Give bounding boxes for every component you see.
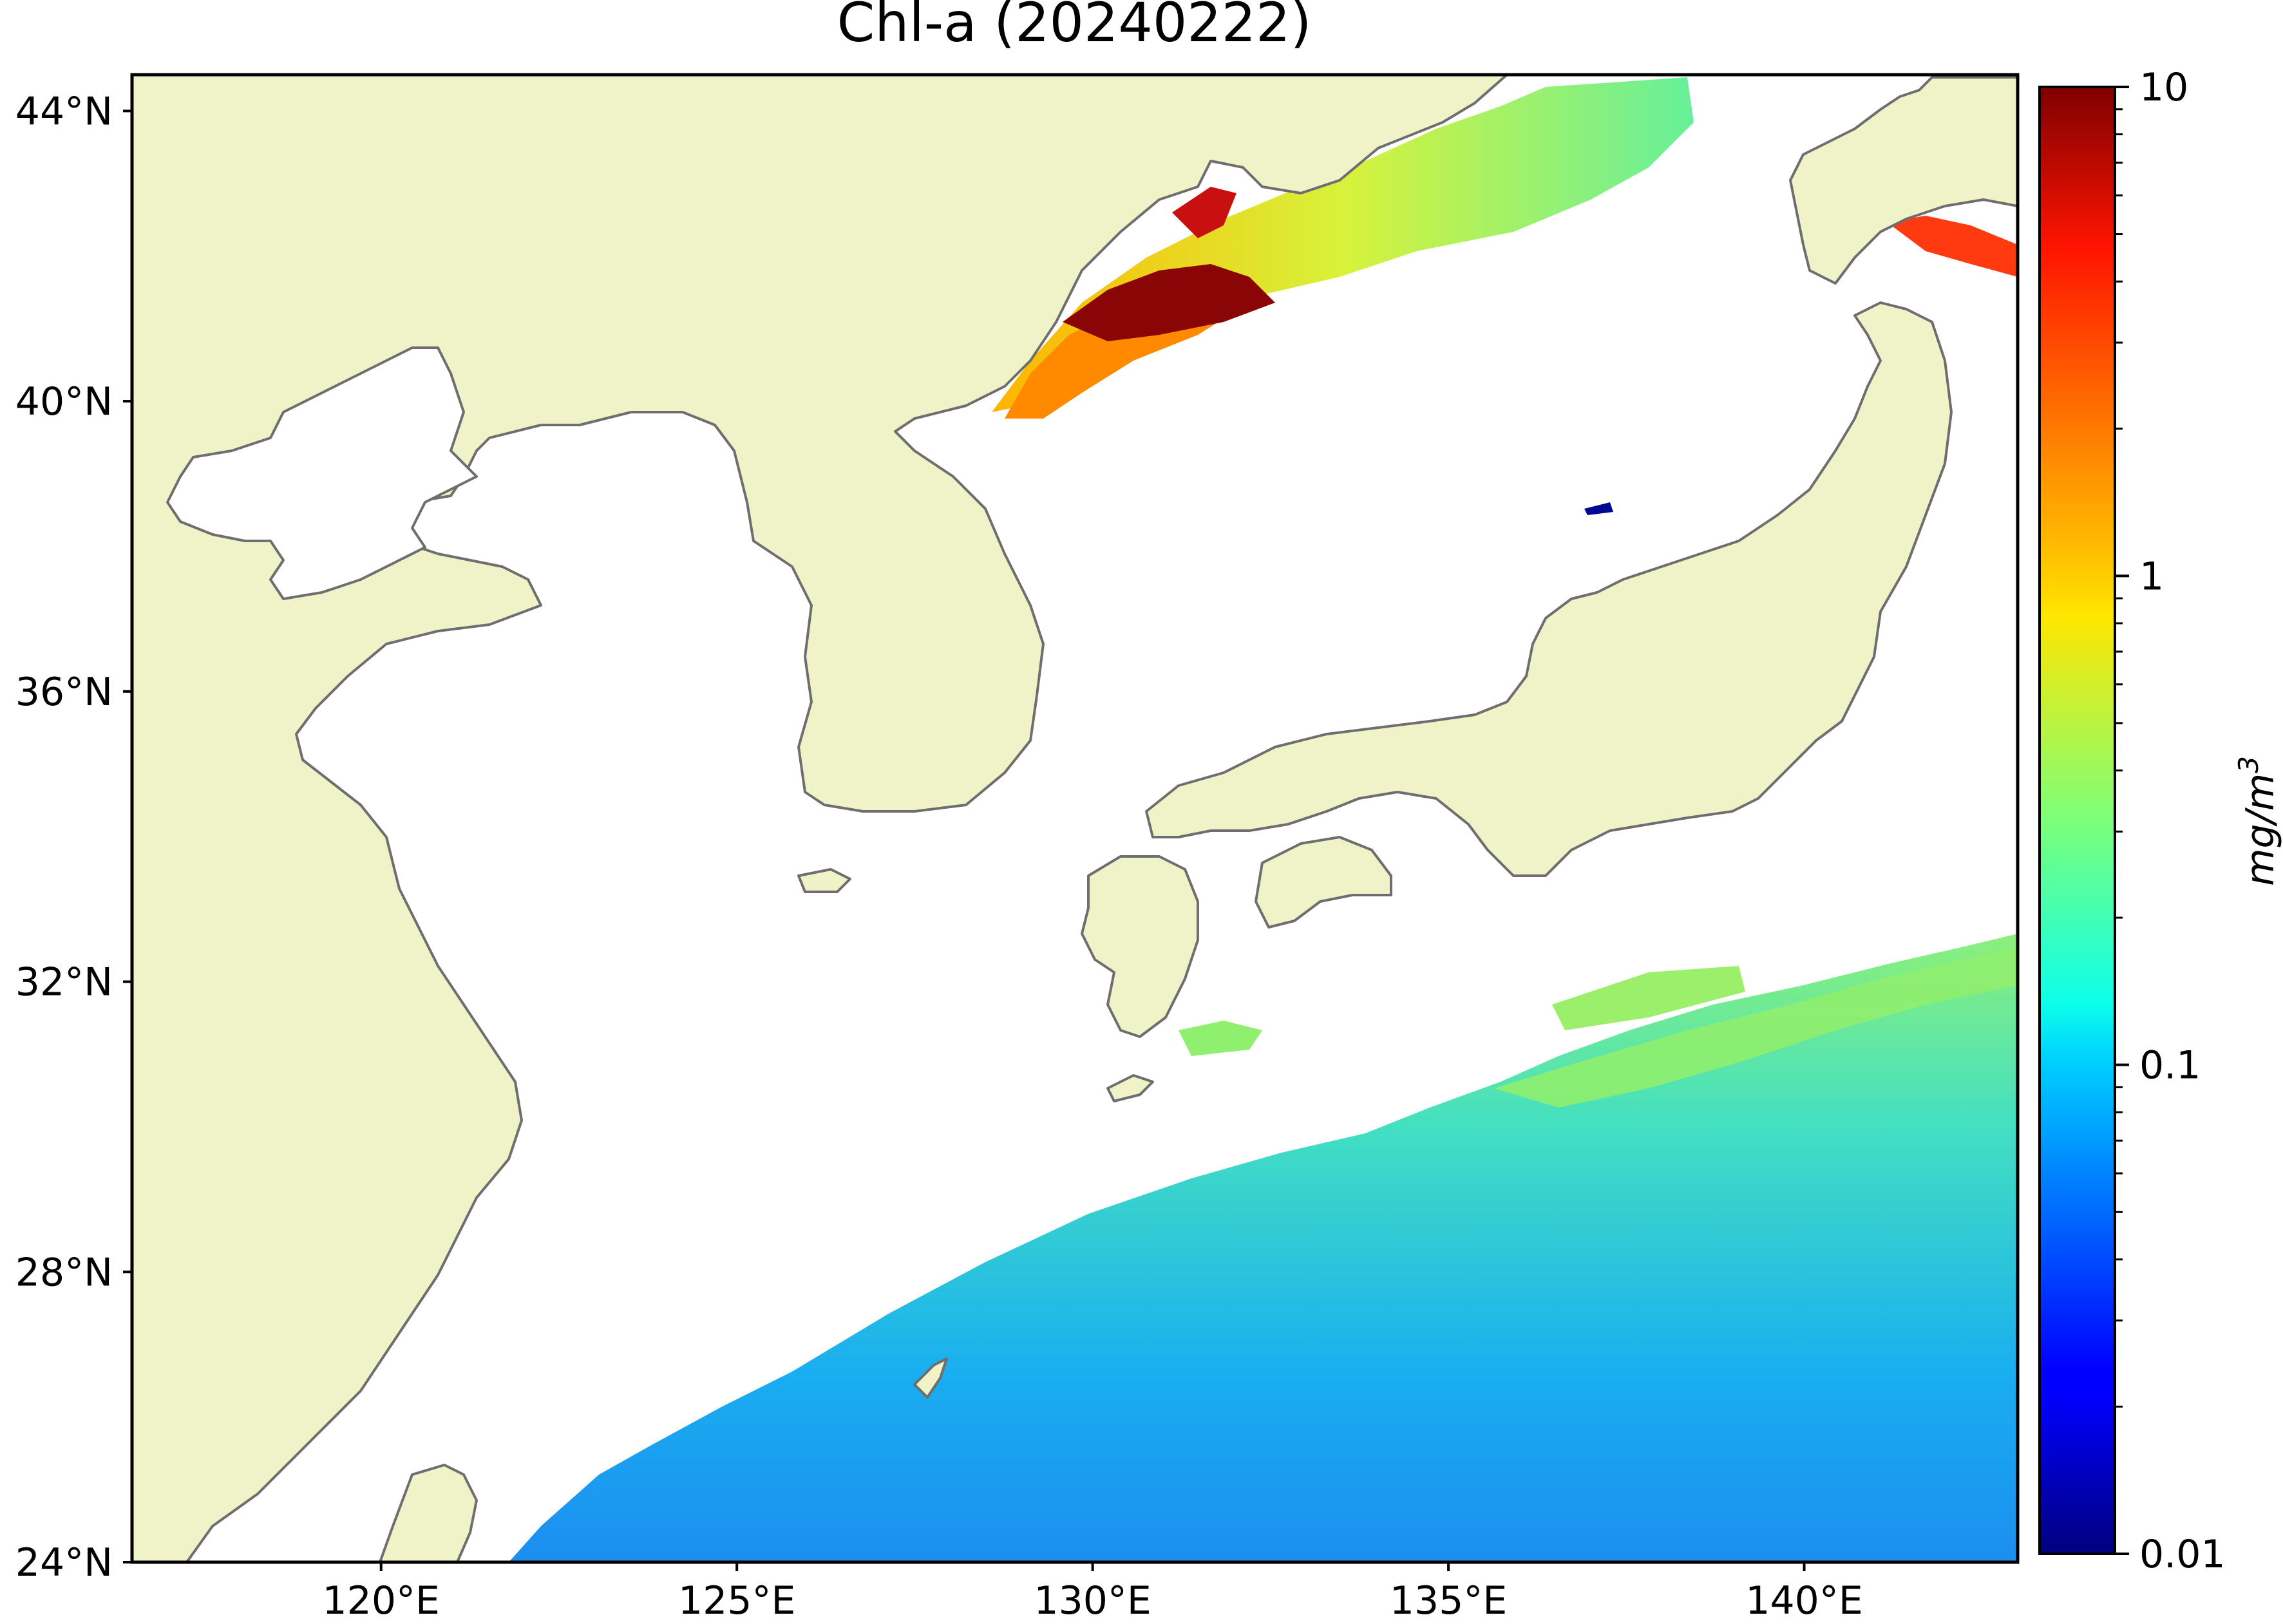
map-title: Chl-a (20240222): [837, 0, 1312, 54]
kyushu: [1081, 855, 1199, 1038]
shikoku: [1255, 836, 1392, 929]
latitude-axis: 44°N 40°N 36°N 32°N 28°N 24°N: [15, 89, 132, 1585]
lon-tick-label: 125°E: [678, 1578, 795, 1623]
colorbar: 10 1 0.1 0.01 mg/m3: [2038, 65, 2283, 1577]
lat-tick-label: 44°N: [15, 89, 113, 134]
longitude-axis: 120°E 125°E 130°E 135°E 140°E: [322, 1562, 1863, 1623]
land-masses: [132, 75, 2018, 1562]
honshu: [1145, 301, 1953, 877]
lat-tick-label: 40°N: [15, 379, 113, 424]
lon-tick-label: 120°E: [322, 1578, 439, 1623]
sea-of-japan-north-field: [992, 77, 1694, 412]
hokkaido: [1789, 76, 2018, 285]
asian-mainland: [132, 75, 1508, 1562]
jeju-island: [797, 868, 851, 893]
lon-tick-label: 130°E: [1034, 1578, 1151, 1623]
kyushu-offshore-patch: [1179, 1021, 1262, 1056]
lat-tick-label: 24°N: [15, 1540, 113, 1585]
map-frame: [130, 73, 2020, 1564]
taiwan: [379, 1464, 478, 1562]
lon-tick-label: 135°E: [1390, 1578, 1507, 1623]
bay-patch-red: [1172, 187, 1236, 238]
tanegashima-yakushima: [1106, 1074, 1154, 1102]
colorbar-tick-label: 0.01: [2139, 1532, 2226, 1577]
map-area: [132, 75, 2018, 1562]
japan-sea-isolated-blue: [1584, 502, 1613, 515]
colorbar-frame: [2038, 86, 2116, 1555]
colorbar-label-sup: 3: [2233, 756, 2264, 773]
lon-tick-label: 140°E: [1745, 1578, 1862, 1623]
southern-field-patch: [1552, 966, 1745, 1030]
colorbar-gradient: [2040, 87, 2115, 1554]
peter-the-great-bay-high: [1063, 264, 1275, 341]
bohai-sea: [166, 346, 478, 600]
colorbar-ticks: 10 1 0.1 0.01: [2115, 65, 2226, 1577]
hokkaido-east-high: [1887, 216, 2018, 277]
lat-tick-label: 28°N: [15, 1250, 113, 1295]
okinawa-island: [913, 1357, 948, 1399]
colorbar-tick-label: 10: [2139, 65, 2188, 110]
colorbar-label: mg/m3: [2233, 756, 2283, 886]
colorbar-tick-label: 1: [2139, 554, 2164, 599]
lat-tick-label: 36°N: [15, 670, 113, 715]
colorbar-tick-label: 0.1: [2139, 1043, 2201, 1088]
lat-tick-label: 32°N: [15, 960, 113, 1005]
southern-field-band: [1494, 947, 2018, 1108]
southern-open-ocean-field: [509, 934, 2018, 1562]
colorbar-label-base: mg/m: [2238, 773, 2283, 886]
